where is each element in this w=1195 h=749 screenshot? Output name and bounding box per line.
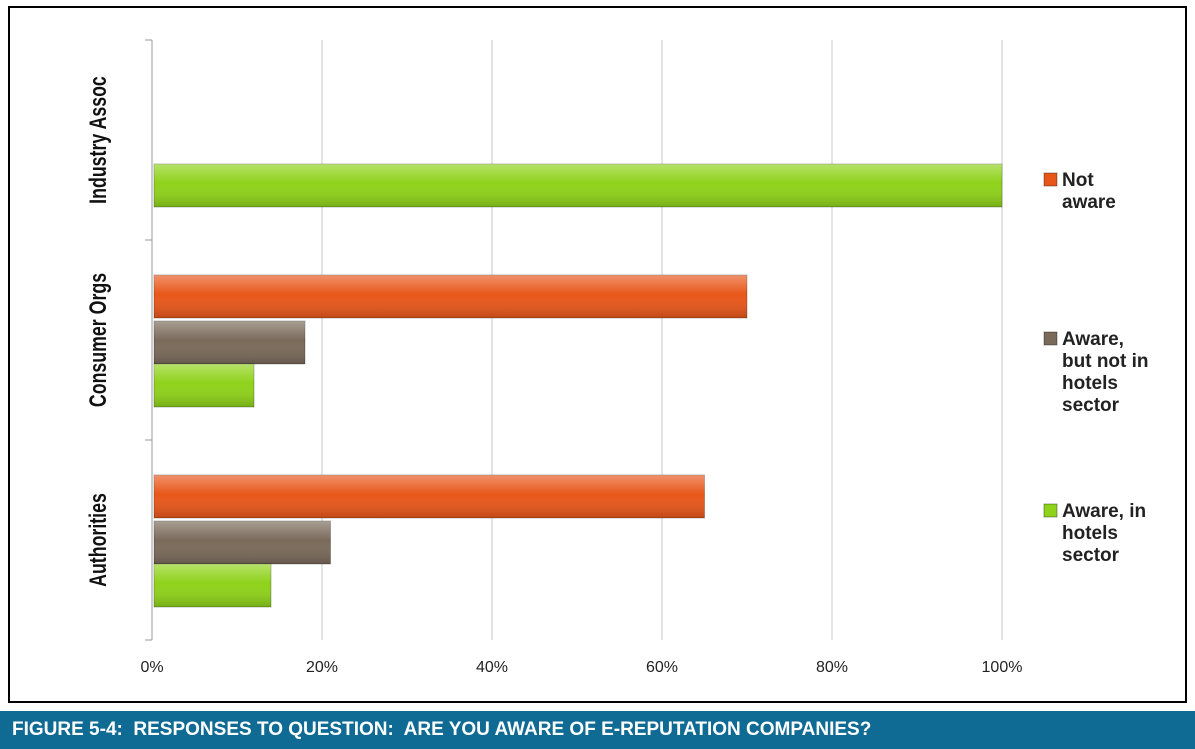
legend: Not aware Aware, but not in hotels sector Awar… xyxy=(1043,170,1149,566)
bar-shading xyxy=(154,321,305,364)
bar-shading xyxy=(154,164,1002,207)
axes: 0% 20% 40% 60% 80% 100% Authorities Consumer Or… xyxy=(86,39,1023,676)
legend-label: Aware, in hotels sector xyxy=(1062,501,1146,566)
legend-swatch xyxy=(1043,172,1058,187)
legend-swatch xyxy=(1043,503,1058,518)
legend-swatch xyxy=(1043,331,1058,346)
category-label: Consumer Orgs xyxy=(86,273,112,407)
x-tick-label: 40% xyxy=(476,659,508,676)
x-tick-label: 0% xyxy=(140,659,163,676)
legend-label: Aware, but not in hotels sector xyxy=(1062,329,1149,416)
bar-shading xyxy=(154,521,331,564)
x-tick-label: 60% xyxy=(646,659,678,676)
bar-shading xyxy=(154,564,271,607)
figure-caption: FIGURE 5-4: RESPONSES TO QUESTION: ARE Y… xyxy=(12,719,872,740)
chart-frame: 0% 20% 40% 60% 80% 100% Authorities Consumer Or… xyxy=(8,6,1187,703)
x-tick-label: 100% xyxy=(982,659,1023,676)
figure-caption-bar: FIGURE 5-4: RESPONSES TO QUESTION: ARE Y… xyxy=(0,711,1195,749)
bar-shading xyxy=(154,275,747,318)
bar-chart: 0% 20% 40% 60% 80% 100% Authorities Consumer Or… xyxy=(86,39,1149,676)
x-tick-label: 80% xyxy=(816,659,848,676)
legend-label: Not aware xyxy=(1062,170,1116,213)
bar-shading xyxy=(154,475,705,518)
category-label: Industry Assoc xyxy=(86,76,112,204)
x-tick-label: 20% xyxy=(306,659,338,676)
bar-shading xyxy=(154,364,254,407)
category-label: Authorities xyxy=(86,493,112,587)
bars xyxy=(153,163,1003,608)
